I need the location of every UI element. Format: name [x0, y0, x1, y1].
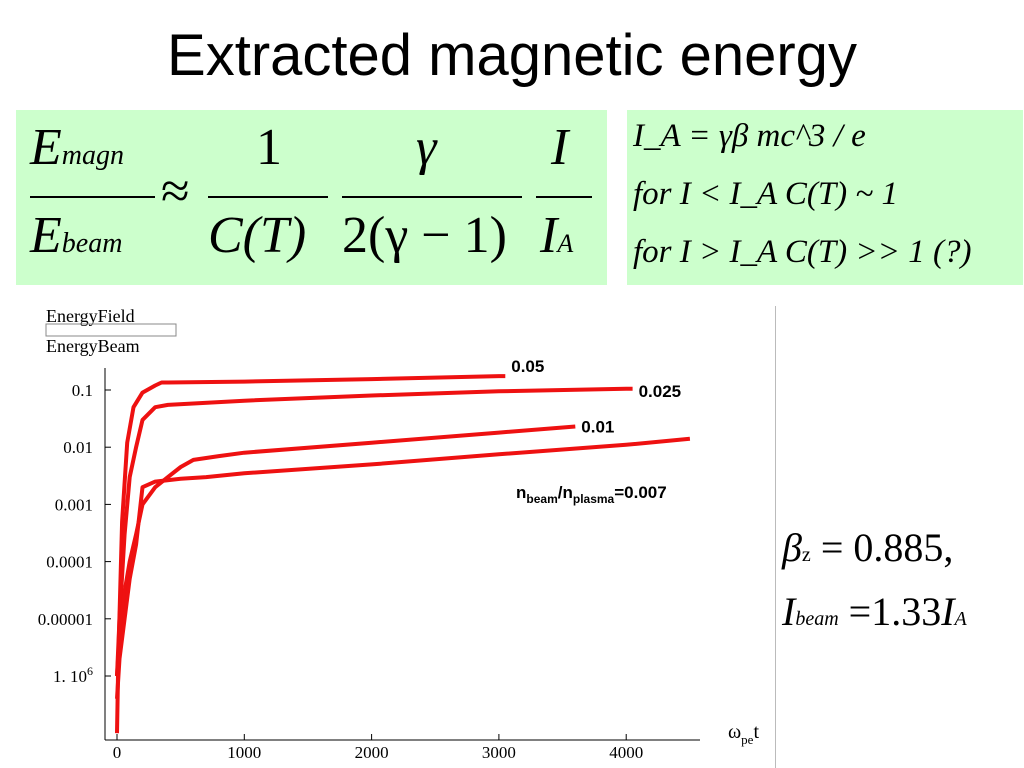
y-tick-label: 1. 106	[53, 664, 93, 686]
approx-sign: ≈	[161, 163, 190, 220]
y-label-top: EnergyField	[46, 306, 135, 326]
fraction3-numerator: I	[551, 119, 569, 176]
fraction-bar	[30, 196, 155, 198]
fraction-bar	[208, 196, 328, 198]
y-label-bottom: EnergyBeam	[46, 336, 140, 356]
x-tick-label: 3000	[482, 743, 516, 762]
energy-ratio-formula-box: Emagn Ebeam ≈ 1 C(T) γ 2(γ − 1) I IA	[16, 110, 607, 285]
beta-parameter: βz = 0.885,	[782, 525, 954, 570]
high-current-condition: for I > I_A C(T) >> 1 (?)	[633, 234, 972, 270]
fraction1-denominator: C(T)	[208, 207, 307, 264]
frame-border	[775, 306, 776, 768]
series-line-0.01	[115, 424, 576, 677]
fraction3-denominator: IA	[540, 207, 574, 264]
fraction2-denominator: 2(γ − 1)	[342, 207, 507, 264]
y-tick-label: 0.00001	[38, 610, 93, 629]
x-tick-label: 1000	[227, 743, 261, 762]
fraction1-numerator: 1	[256, 119, 282, 176]
x-axis-label: ωpet	[728, 721, 759, 747]
fraction-bar	[342, 196, 522, 198]
series-label-0.025: 0.025	[639, 382, 682, 401]
series-line-0.007	[115, 436, 691, 699]
y-tick-label: 0.0001	[46, 553, 93, 572]
chart-frame	[8, 306, 776, 768]
y-tick-label: 0.01	[63, 438, 93, 457]
low-current-condition: for I < I_A C(T) ~ 1	[633, 176, 899, 212]
conditions-box: I_A = γβ mc^3 / e for I < I_A C(T) ~ 1 f…	[627, 110, 1023, 285]
alfven-current-definition: I_A = γβ mc^3 / e	[633, 118, 866, 154]
y-tick-label: 0.1	[72, 381, 93, 400]
lhs-numerator: Emagn	[30, 119, 124, 176]
series-label-0.01: 0.01	[581, 418, 614, 437]
x-tick-label: 4000	[609, 743, 643, 762]
series-label-0.05: 0.05	[511, 357, 544, 376]
x-tick-label: 0	[113, 743, 122, 762]
series-line-0.025	[115, 386, 633, 677]
series-line-0.05	[115, 374, 506, 734]
density-ratio-annotation: nbeam/nplasma=0.007	[516, 483, 667, 506]
slide-title: Extracted magnetic energy	[167, 23, 857, 88]
y-label-fraction-bar	[45, 323, 177, 337]
lhs-denominator: Ebeam	[30, 207, 123, 264]
fraction-bar	[536, 196, 592, 198]
x-tick-label: 2000	[355, 743, 389, 762]
fraction2-numerator: γ	[416, 119, 437, 176]
beam-current-parameter: Ibeam =1.33IA	[782, 589, 967, 634]
y-tick-label: 0.001	[55, 495, 93, 514]
